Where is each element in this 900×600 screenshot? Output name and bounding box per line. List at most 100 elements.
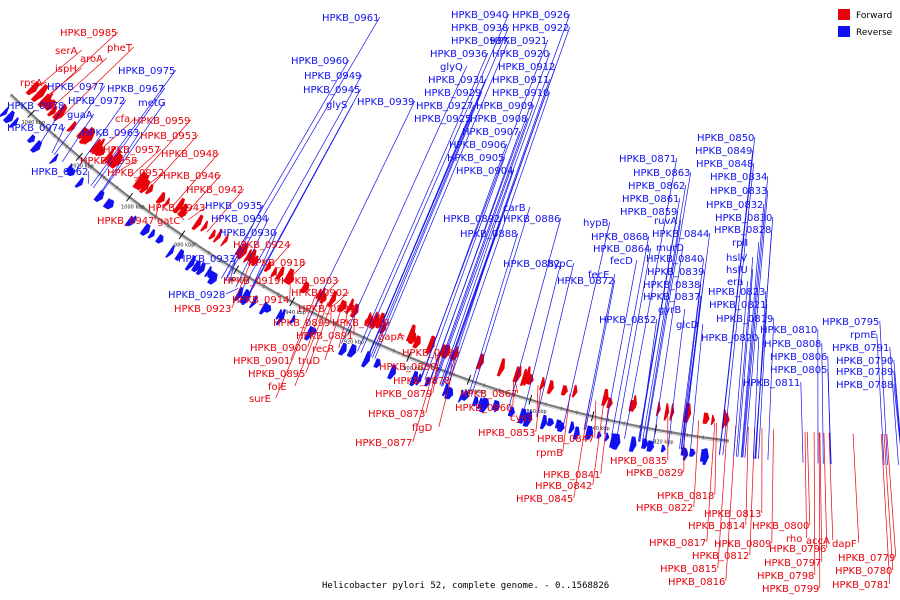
label-leader	[225, 16, 381, 281]
label-leader	[129, 148, 162, 178]
forward-gene-label: HPKB_0798	[757, 571, 814, 582]
reverse-gene-label: metG	[138, 98, 166, 109]
label-leader	[616, 247, 652, 438]
forward-gene-label: accA	[806, 536, 830, 547]
reverse-gene-label: HPKB_0840	[646, 254, 703, 265]
reverse-gene-label: HPKB_0972	[68, 96, 125, 107]
label-leader	[644, 171, 692, 443]
label-leader	[441, 78, 551, 386]
label-leader	[823, 432, 828, 549]
gene-feature	[5, 113, 15, 124]
gene-feature	[606, 397, 613, 409]
reverse-gene-label: HPKB_0861	[622, 194, 679, 205]
forward-gene-label: HPKB_0818	[657, 491, 714, 502]
reverse-gene-label: HPKB_0934	[211, 214, 268, 225]
tick-label: 1040 kbp	[22, 120, 46, 126]
label-leader	[187, 206, 207, 221]
label-leader	[120, 159, 138, 171]
label-leader	[442, 65, 557, 387]
label-leader	[592, 402, 605, 486]
gene-feature	[319, 292, 327, 304]
label-leader	[235, 217, 270, 288]
tick-label: 820 kbp	[653, 439, 673, 445]
reverse-gene-label: HPKB_0912	[498, 62, 555, 73]
label-leader	[320, 279, 340, 300]
gene-feature	[195, 261, 206, 276]
reverse-gene-label: HPKB_0927	[416, 101, 473, 112]
forward-gene-label: recR	[312, 344, 335, 355]
label-leader	[51, 126, 66, 154]
label-leader	[42, 31, 119, 103]
gene-feature	[584, 425, 594, 440]
reverse-gene-label: HPKB_0977	[47, 82, 104, 93]
gene-feature	[345, 298, 355, 315]
gene-feature	[109, 153, 123, 169]
label-leader	[97, 117, 136, 153]
gene-feature	[611, 433, 621, 450]
gene-feature	[132, 171, 148, 189]
tick-label: 940 kbp	[285, 310, 305, 316]
reverse-gene-label: HPKB_0859	[620, 207, 677, 218]
label-leader	[134, 119, 192, 182]
gene-feature	[46, 105, 58, 117]
reverse-gene-label: HPKB_0936	[430, 49, 487, 60]
label-leader	[667, 308, 686, 448]
gene-feature	[270, 267, 278, 278]
gene-feature	[689, 448, 696, 457]
reverse-gene-label: HPKB_0844	[652, 229, 709, 240]
label-leader	[370, 91, 483, 358]
forward-gene-label: HPKB_0879	[375, 389, 432, 400]
label-leader	[345, 307, 356, 312]
reverse-gene-label: HPKB_0933	[178, 254, 235, 265]
label-leader	[508, 217, 562, 409]
tick-mark	[406, 352, 412, 362]
forward-gene-label: HPKB_0881	[402, 348, 459, 359]
label-leader	[40, 104, 66, 144]
tick-label: 900 kbp	[403, 366, 423, 372]
reverse-gene-label: HPKB_0963	[82, 128, 139, 139]
label-leader	[800, 381, 804, 463]
label-leader	[682, 295, 702, 450]
label-leader	[305, 304, 332, 374]
gene-feature	[44, 99, 56, 111]
label-leader	[290, 295, 316, 361]
reverse-gene-label: carB	[503, 203, 526, 214]
forward-gene-label: ispH	[55, 64, 77, 75]
gene-feature	[409, 370, 419, 387]
gene-feature	[483, 398, 490, 409]
label-leader	[893, 370, 900, 441]
gene-feature	[373, 358, 381, 369]
reverse-gene-label: HPKB_0834	[710, 172, 767, 183]
label-leader	[275, 274, 282, 281]
label-leader	[806, 431, 811, 526]
tick-label: 880 kbp	[464, 389, 484, 395]
forward-gene-label: dapF	[832, 539, 857, 550]
reverse-gene-label: HPKB_0791	[832, 343, 889, 354]
reverse-gene-label: fecD	[610, 256, 633, 267]
gene-feature	[128, 215, 137, 227]
gene-feature	[97, 147, 105, 157]
forward-gene-label: HPKB_0816	[668, 577, 725, 588]
label-leader	[224, 204, 264, 281]
gene-feature	[39, 92, 54, 108]
tick-mark	[590, 411, 595, 422]
label-leader	[600, 403, 610, 475]
gene-feature	[212, 228, 223, 243]
gene-feature	[415, 373, 422, 386]
reverse-gene-label: HPKB_0805	[770, 365, 827, 376]
label-leader	[221, 59, 350, 279]
reverse-gene-label: ruvA	[654, 216, 677, 227]
reverse-gene-label: HPKB_0975	[118, 66, 175, 77]
label-leader	[852, 433, 860, 544]
label-leader	[536, 385, 539, 418]
gene-feature	[66, 121, 77, 132]
forward-gene-label: HPKB_0842	[535, 481, 592, 492]
forward-gene-label: HPKB_0948	[161, 149, 218, 160]
reverse-gene-label: HPKB_0906	[449, 140, 506, 151]
forward-gene-label: aroA	[80, 54, 103, 65]
reverse-gene-label: hslV	[726, 253, 747, 264]
label-leader	[693, 420, 700, 508]
label-leader	[357, 52, 489, 352]
forward-gene-label: rpsA	[20, 78, 43, 89]
gene-feature	[724, 412, 730, 427]
